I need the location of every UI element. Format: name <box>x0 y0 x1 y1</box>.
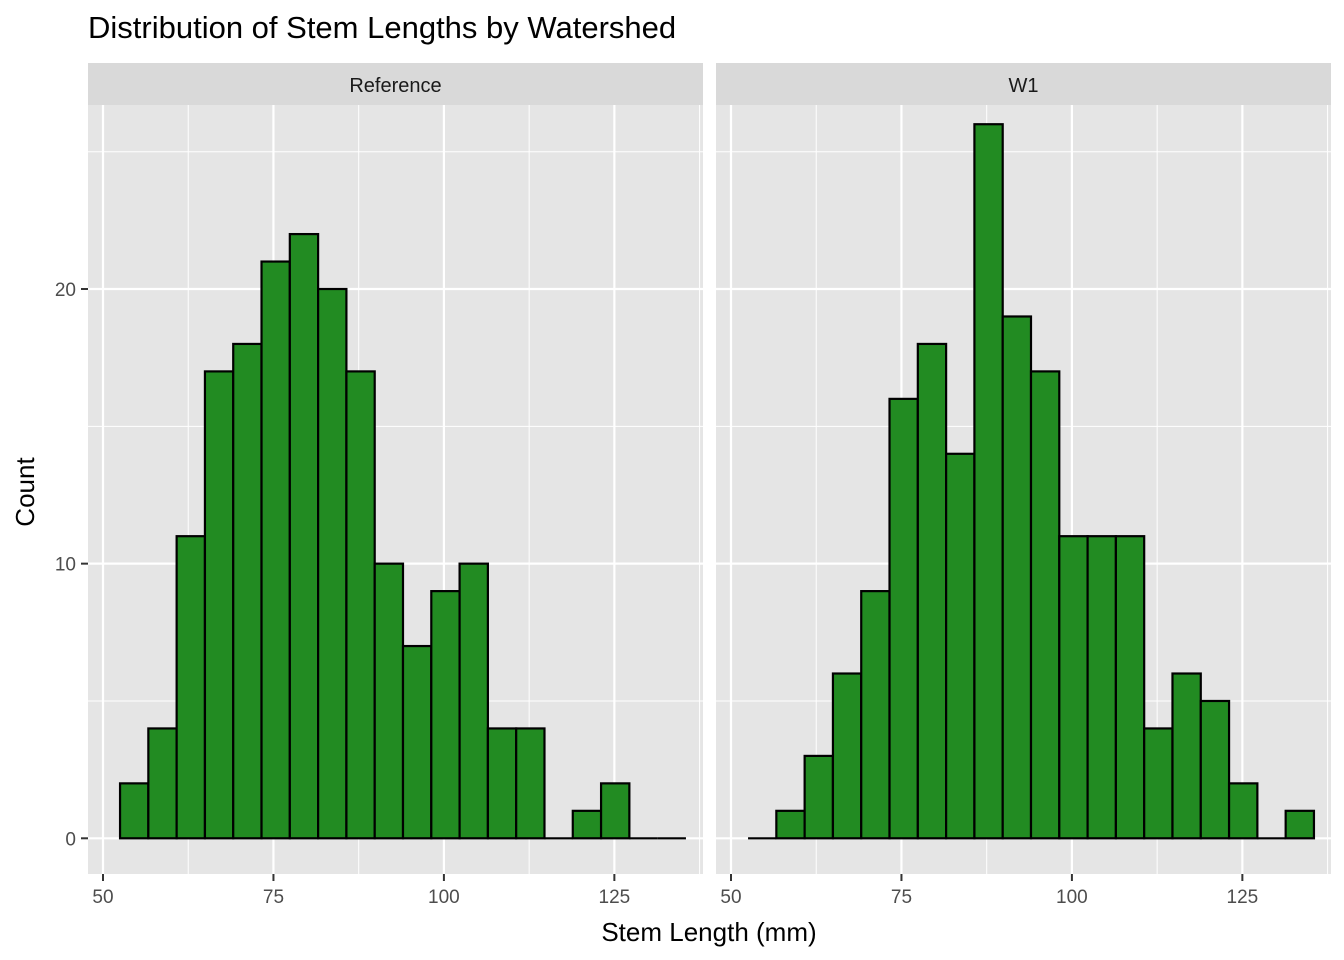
histogram-bar <box>1114 535 1146 840</box>
histogram-bar <box>860 590 891 840</box>
facet-panels: Reference 50 75 100 125 0 10 20 W1 50 75 100 125 <box>55 63 1331 908</box>
histogram-bar <box>973 123 1004 840</box>
y-tick-label: 0 <box>65 829 76 850</box>
panel-reference: Reference 50 75 100 125 0 10 20 <box>55 63 703 908</box>
histogram-bar <box>260 260 291 840</box>
histogram-bar <box>831 672 863 840</box>
histogram-bar <box>1227 782 1259 840</box>
x-tick-label: 50 <box>92 887 113 908</box>
histogram-bar <box>317 287 348 840</box>
histogram-bar <box>599 782 631 840</box>
histogram-bar <box>118 782 150 840</box>
x-tick-label: 75 <box>263 887 284 908</box>
histogram-bar <box>1284 809 1316 840</box>
x-tick-label: 50 <box>720 887 741 908</box>
x-tick-label: 100 <box>428 887 460 908</box>
histogram-bar <box>888 397 919 840</box>
x-tick-label: 125 <box>599 887 631 908</box>
y-axis-title: Count <box>10 457 40 527</box>
x-tick-label: 100 <box>1056 887 1088 908</box>
histogram-bar <box>775 809 806 840</box>
histogram-bar <box>147 727 178 840</box>
histogram-bar <box>515 727 546 840</box>
x-axis-title: Stem Length (mm) <box>601 917 816 947</box>
panel-w1: W1 50 75 100 125 <box>716 63 1331 908</box>
histogram-bar <box>345 370 376 840</box>
histogram-bar <box>1086 535 1117 840</box>
strip-background <box>88 63 703 105</box>
histogram-bar <box>175 535 207 840</box>
strip-label: W1 <box>1009 75 1039 97</box>
x-tick-label: 125 <box>1227 887 1259 908</box>
histogram-bar <box>1143 727 1174 840</box>
y-tick-label: 20 <box>55 280 76 301</box>
histogram-bar <box>288 232 320 840</box>
histogram-bar <box>1001 315 1033 840</box>
histogram-bar <box>232 342 263 840</box>
histogram-bar <box>430 590 461 840</box>
histogram-bar <box>1058 535 1089 840</box>
histogram-bar <box>458 562 489 840</box>
histogram-bar <box>1199 699 1231 840</box>
histogram-bar <box>916 342 948 840</box>
histogram-bar <box>203 370 235 840</box>
histogram-bar <box>1171 672 1202 840</box>
histogram-bar <box>1029 370 1061 840</box>
x-tick-label: 75 <box>891 887 912 908</box>
strip-label: Reference <box>349 75 441 97</box>
histogram-bar <box>401 644 433 840</box>
histogram-bar <box>373 562 405 840</box>
histogram-bar <box>945 452 976 840</box>
strip-background <box>716 63 1331 105</box>
histogram-bar <box>571 809 603 840</box>
histogram-bar <box>803 754 835 840</box>
chart-title: Distribution of Stem Lengths by Watershe… <box>88 10 676 45</box>
y-tick-label: 10 <box>55 555 76 576</box>
histogram-bar <box>486 727 518 840</box>
